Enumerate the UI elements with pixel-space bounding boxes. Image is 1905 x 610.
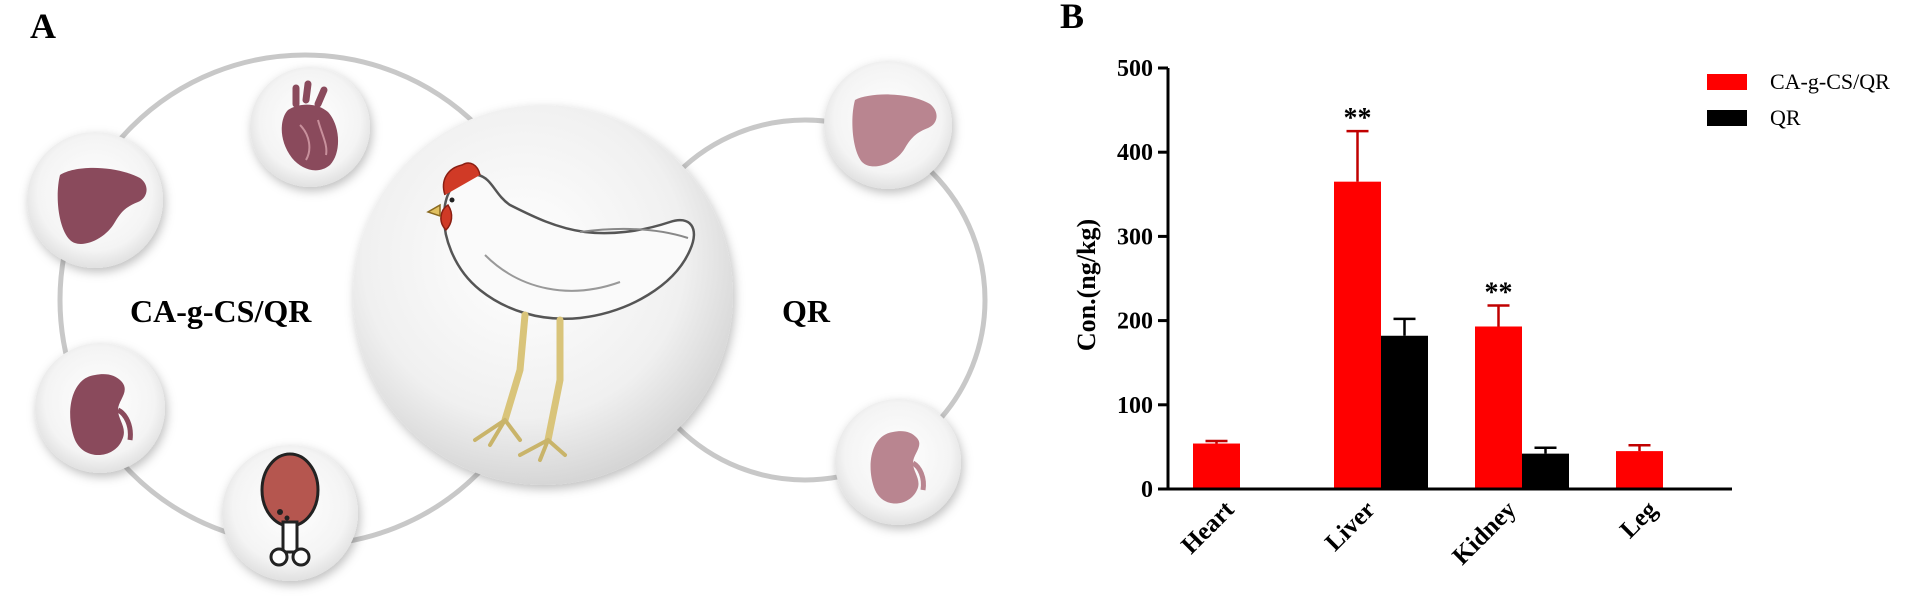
liver-right-disc — [824, 61, 952, 189]
drumstick-disc — [222, 445, 358, 581]
y-axis-ticks: 0 100 200 300 400 500 — [1117, 56, 1168, 503]
y-tick-label: 400 — [1117, 140, 1153, 166]
liver-icon — [852, 94, 937, 167]
heart-disc — [250, 67, 370, 187]
x-tick-label-kidney: Kidney — [1447, 496, 1521, 570]
drumstick-icon — [260, 452, 320, 567]
y-tick-label: 500 — [1117, 56, 1153, 82]
chicken-icon — [426, 162, 696, 462]
y-axis-title: Con.(ng/kg) — [1072, 219, 1101, 351]
legend-label-1: CA-g-CS/QR — [1770, 69, 1890, 94]
axes — [1166, 68, 1732, 491]
bar-leg-series1 — [1616, 451, 1663, 489]
chicken-disc — [353, 105, 733, 485]
liver-icon — [57, 167, 147, 244]
panel-a-letter: A — [30, 6, 56, 46]
bar-heart-series1 — [1193, 443, 1240, 489]
panel-b-chart: B 0 100 200 300 400 500 ** ** Heart Liver Kidney… — [1060, 0, 1890, 570]
y-tick-label: 200 — [1117, 309, 1153, 335]
significance-kidney: ** — [1485, 277, 1513, 308]
legend: CA-g-CS/QR QR — [1707, 69, 1890, 130]
x-tick-label-liver: Liver — [1320, 496, 1380, 556]
kidney-left-disc — [35, 343, 165, 473]
y-tick-label: 300 — [1117, 224, 1153, 250]
legend-label-2: QR — [1770, 105, 1801, 130]
kidney-icon — [70, 374, 125, 456]
x-tick-label-heart: Heart — [1176, 496, 1240, 560]
significance-markers: ** ** — [1344, 103, 1513, 308]
heart-icon — [281, 80, 339, 171]
bars — [1193, 181, 1663, 490]
right-group-label: QR — [782, 293, 831, 329]
kidney-right-disc — [835, 399, 961, 525]
y-tick-label: 100 — [1117, 393, 1153, 419]
legend-swatch-1 — [1707, 74, 1747, 90]
left-group-label: CA-g-CS/QR — [130, 293, 312, 329]
significance-liver: ** — [1344, 103, 1372, 134]
error-bars — [1205, 129, 1651, 454]
panel-a: A CA-g-CS/QR QR — [27, 6, 988, 581]
bar-kidney-series1 — [1475, 326, 1522, 489]
legend-swatch-2 — [1707, 110, 1747, 126]
bar-kidney-series2 — [1522, 453, 1569, 489]
liver-left-disc — [27, 132, 163, 268]
category-labels: Heart Liver Kidney Leg — [1176, 496, 1663, 571]
y-tick-label: 0 — [1141, 477, 1153, 503]
kidney-icon — [870, 431, 920, 504]
bar-liver-series1 — [1334, 181, 1381, 490]
bar-liver-series2 — [1381, 335, 1428, 489]
panel-b-letter: B — [1060, 0, 1084, 36]
x-tick-label-leg: Leg — [1615, 496, 1663, 544]
